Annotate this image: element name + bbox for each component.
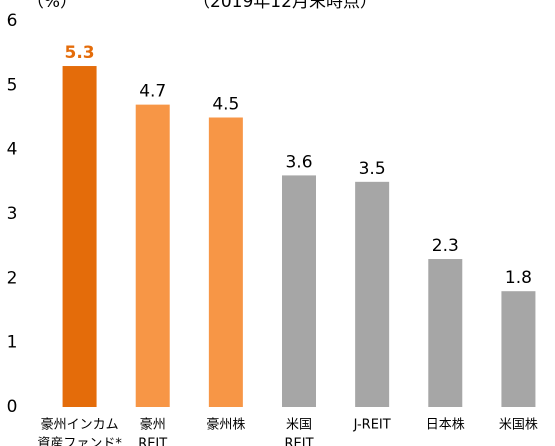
x-tick-label: 米国株: [499, 418, 538, 433]
y-tick-label: 2: [7, 268, 18, 288]
y-tick-label: 3: [7, 204, 18, 224]
y-tick-label: 5: [7, 75, 18, 95]
y-tick-label: 6: [7, 11, 18, 31]
x-tick-label: 豪州株: [206, 417, 245, 433]
bar: [282, 175, 316, 407]
value-label: 3.5: [359, 159, 386, 179]
y-tick-label: 1: [7, 333, 18, 353]
bar: [135, 104, 170, 407]
value-label: 1.8: [505, 268, 532, 288]
x-tick-label: 資産ファンド*: [37, 436, 122, 446]
x-tick-label: 豪州インカム: [41, 417, 119, 433]
y-axis-label: （%）: [27, 0, 77, 12]
value-label: 3.6: [285, 152, 312, 172]
x-tick-label: J-REIT: [353, 418, 391, 433]
value-label: 4.7: [139, 82, 166, 102]
chart-subtitle: （2019年12月末時点）: [193, 0, 377, 12]
x-tick-label: 米国: [286, 418, 312, 433]
bar: [501, 291, 536, 407]
bar: [428, 259, 463, 407]
y-tick-label: 4: [7, 140, 18, 160]
value-label: 4.5: [212, 95, 239, 115]
value-label: 5.3: [65, 43, 95, 63]
bar: [355, 181, 390, 407]
x-tick-label: REIT: [138, 437, 167, 446]
x-tick-label: 豪州: [140, 417, 166, 433]
x-tick-label: REIT: [284, 437, 313, 446]
bar: [208, 117, 243, 407]
y-tick-label: 0: [7, 397, 18, 417]
bar: [62, 66, 97, 408]
x-tick-label: 日本株: [426, 418, 465, 433]
value-label: 2.3: [432, 236, 459, 256]
